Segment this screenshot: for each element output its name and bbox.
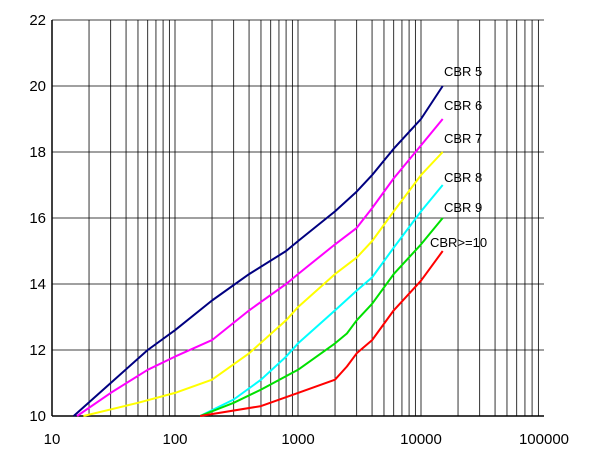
grid (51, 19, 544, 417)
y-tick-label: 14 (29, 276, 46, 293)
series-line-3 (199, 184, 444, 417)
y-tick-label: 18 (29, 144, 46, 161)
y-tick-label: 10 (29, 408, 46, 425)
y-tick-label: 20 (29, 78, 46, 95)
series-line-4 (199, 217, 444, 417)
series-line-1 (76, 118, 444, 417)
x-tick-label: 1000 (281, 431, 314, 448)
x-tick-label: 100 (162, 431, 187, 448)
y-tick-label: 12 (29, 342, 46, 359)
series-label-0: CBR 5 (444, 64, 482, 79)
series-lines (73, 85, 444, 417)
series-label-2: CBR 7 (444, 131, 482, 146)
series-line-0 (73, 85, 444, 417)
axes (51, 20, 544, 417)
series-label-4: CBR 9 (444, 200, 482, 215)
tick-labels: 10 100 1000 10000 100000 10 12 14 16 18 20 22 (29, 12, 569, 448)
series-label-5: CBR>=10 (430, 235, 487, 250)
x-tick-label: 10 (44, 431, 61, 448)
series-labels: CBR 5 CBR 6 CBR 7 CBR 8 CBR 9 CBR>=10 (430, 64, 487, 250)
series-label-1: CBR 6 (444, 98, 482, 113)
y-tick-label: 16 (29, 210, 46, 227)
y-tick-label: 22 (29, 12, 46, 29)
x-tick-label: 10000 (400, 431, 442, 448)
series-line-5 (199, 250, 444, 417)
series-line-2 (83, 151, 444, 417)
x-tick-label: 100000 (519, 431, 569, 448)
series-label-3: CBR 8 (444, 170, 482, 185)
